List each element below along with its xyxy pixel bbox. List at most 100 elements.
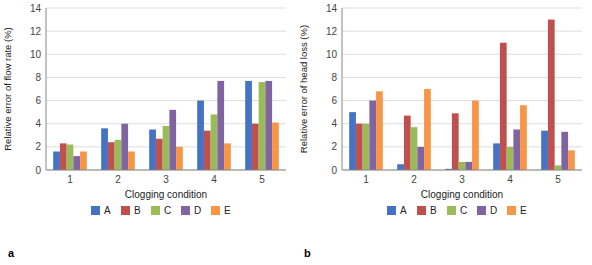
bar [252,124,259,170]
legend-swatch [507,206,516,215]
bars [53,81,279,170]
y-tick-label: 2 [331,141,337,152]
grid-line [46,31,286,32]
x-tick-label: 4 [507,174,513,185]
legend-label: A [400,205,407,216]
bar [369,101,376,170]
bar [520,105,527,170]
bar [224,143,231,170]
bar [363,124,370,170]
grid-line [46,8,286,9]
bar [115,140,122,170]
x-tick-label: 4 [211,174,217,185]
legend-label: D [194,205,201,216]
legend-label: D [490,205,497,216]
bar [176,147,183,170]
legend: ABCDE [91,205,231,216]
x-tick-label: 2 [115,174,121,185]
y-tick-label: 6 [331,95,337,106]
legend-label: B [430,205,437,216]
bar [272,123,279,170]
bar [397,164,404,170]
bar [424,89,431,170]
bar [217,81,224,170]
grid-line [342,8,582,9]
bar [101,128,108,170]
x-tick-label: 2 [411,174,417,185]
y-tick-label: 4 [35,118,41,129]
y-axis-label: Relative error of flow rate (%) [2,27,13,151]
bars [349,20,575,170]
legend-swatch [447,206,456,215]
bar [541,131,548,170]
bar [472,101,479,170]
bar [555,165,562,170]
legend-label: A [104,205,111,216]
y-tick-label: 14 [326,3,338,14]
bar [53,151,60,170]
bar [169,110,176,170]
legend-swatch [387,206,396,215]
bar [493,143,500,170]
y-tick-label: 0 [35,165,41,176]
y-axis-label: Relative error of head loss (%) [298,25,309,153]
bar [548,20,555,170]
y-tick-label: 10 [30,49,42,60]
y-tick-label: 14 [30,3,42,14]
x-tick-label: 1 [67,174,73,185]
panel: 0246810121412345Clogging conditionRelati… [2,3,286,260]
bar [265,81,272,170]
x-tick-label: 1 [363,174,369,185]
x-axis-label: Clogging condition [125,189,207,200]
bar [259,82,266,170]
y-tick-label: 2 [35,141,41,152]
legend-swatch [477,206,486,215]
grid-line [342,77,582,78]
y-tick-label: 6 [35,95,41,106]
bar [128,151,135,170]
y-tick-label: 12 [30,26,42,37]
legend-label: B [134,205,141,216]
y-tick-label: 10 [326,49,338,60]
bar [108,142,115,170]
legend-swatch [417,206,426,215]
legend-label: C [460,205,467,216]
x-axis-line [342,170,582,171]
bar [356,124,363,170]
bar [507,147,514,170]
y-axis-line [342,8,343,170]
bar [73,156,80,170]
figure: 0246810121412345Clogging conditionRelati… [0,0,592,265]
panel-label: b [304,247,311,259]
bar [561,132,568,170]
bar [245,81,252,170]
grid-line [46,54,286,55]
bar [376,91,383,170]
bar [60,143,67,170]
x-axis-line [46,170,286,171]
x-tick-label: 3 [459,174,465,185]
bar [513,130,520,171]
bar [211,114,218,170]
grid-line [342,170,582,171]
x-tick-label: 5 [555,174,561,185]
x-axis-label: Clogging condition [421,189,503,200]
bar [452,113,459,170]
legend-label: C [164,205,171,216]
bar [197,101,204,170]
bar [404,116,411,170]
bar [149,130,156,171]
legend-swatch [91,206,100,215]
legend-swatch [121,206,130,215]
x-tick-label: 3 [163,174,169,185]
bar [156,139,163,170]
bar [500,43,507,170]
legend-swatch [181,206,190,215]
panel: 0246810121412345Clogging conditionRelati… [298,3,582,260]
y-axis-line [46,8,47,170]
legend-label: E [520,205,527,216]
bar [204,131,211,170]
bar [163,126,170,170]
y-tick-label: 12 [326,26,338,37]
bar [349,112,356,170]
